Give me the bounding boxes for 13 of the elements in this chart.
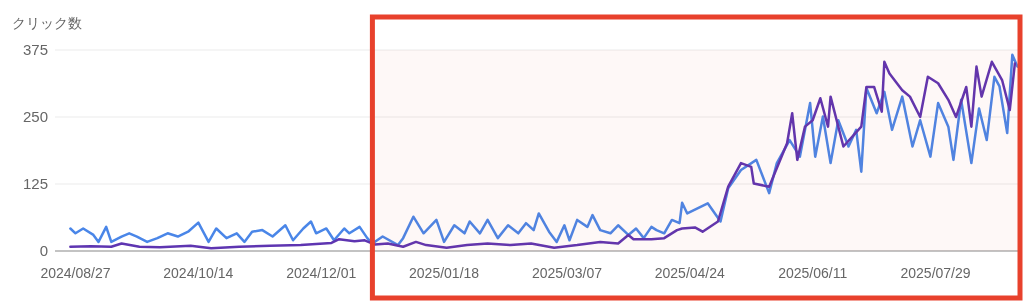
y-axis-title: クリック数 (12, 15, 82, 31)
x-tick-label: 2025/07/29 (900, 265, 971, 281)
x-tick-label: 2024/10/14 (163, 265, 234, 281)
x-tick-label: 2025/06/11 (778, 265, 848, 281)
y-tick-label: 0 (39, 242, 48, 259)
x-tick-label: 2025/03/07 (531, 265, 603, 281)
x-tick-label: 2025/04/24 (654, 265, 726, 281)
y-tick-label: 375 (22, 41, 48, 58)
y-tick-label: 125 (22, 175, 48, 192)
y-tick-label: 250 (22, 108, 48, 125)
x-tick-label: 2024/08/27 (40, 265, 111, 281)
x-tick-label: 2024/12/01 (286, 265, 357, 281)
x-tick-label: 2025/01/18 (409, 265, 480, 281)
